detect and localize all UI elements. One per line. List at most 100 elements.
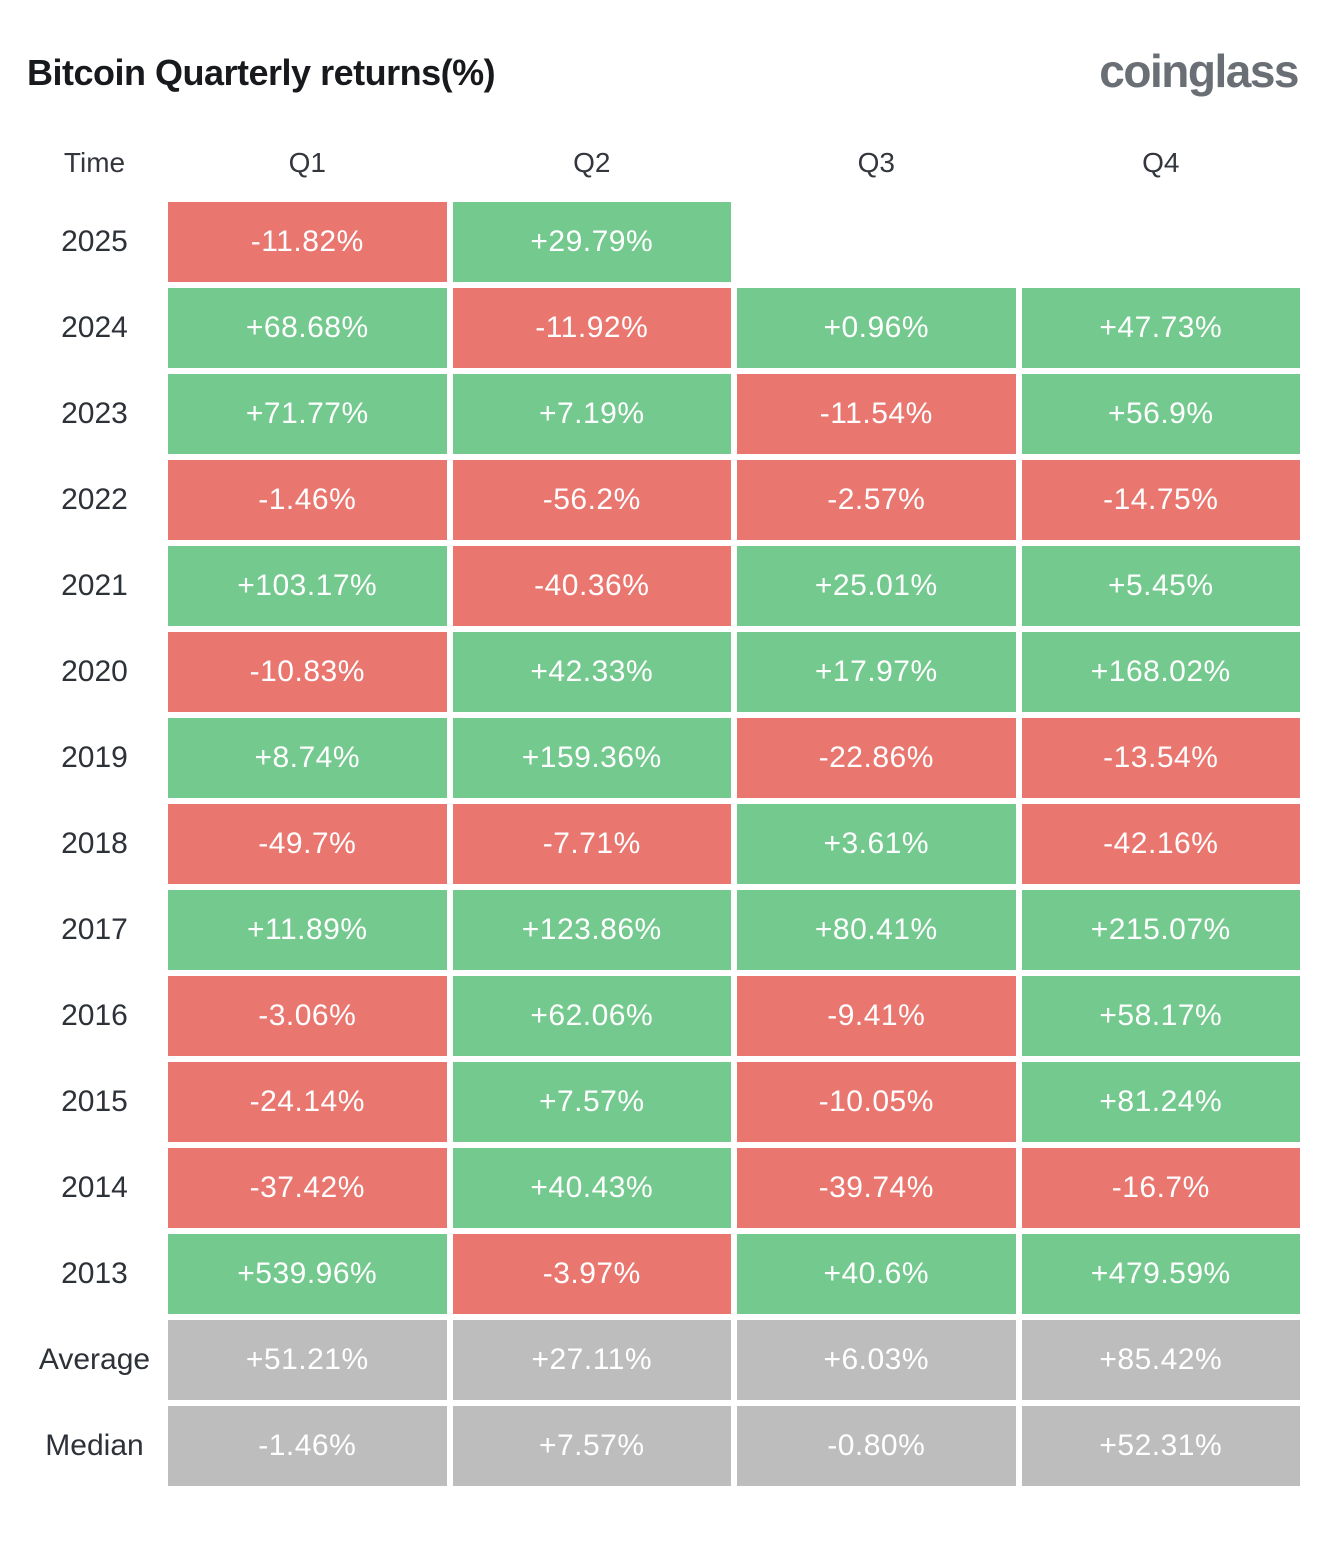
return-cell: -10.83% [168, 632, 447, 712]
row-label: 2025 [61, 225, 128, 258]
table-row: 2024 +68.68% -11.92% +0.96% +47.73% [27, 288, 1300, 368]
return-cell: +25.01% [737, 546, 1016, 626]
return-cell: -13.54% [1021, 718, 1300, 798]
row-label: 2017 [61, 913, 128, 946]
empty-cell [1022, 202, 1301, 282]
returns-table: Time Q1 Q2 Q3 Q4 2025 -11.82% +29.79% 2024 +68.6… [27, 142, 1300, 1486]
return-cell: -2.57% [737, 460, 1016, 540]
row-label: Median [45, 1429, 144, 1462]
row-label: Average [38, 1343, 151, 1376]
column-header-time: Time [63, 147, 126, 178]
return-cell: +159.36% [452, 718, 731, 798]
column-header-q3: Q3 [857, 147, 895, 178]
column-header-q4: Q4 [1142, 147, 1180, 178]
return-cell: +27.11% [452, 1320, 731, 1400]
column-header-q1: Q1 [288, 147, 326, 178]
return-cell: +71.77% [168, 374, 447, 454]
return-cell: -7.71% [452, 804, 731, 884]
table-row: Median -1.46% +7.57% -0.80% +52.31% [27, 1406, 1300, 1486]
table-row: 2016 -3.06% +62.06% -9.41% +58.17% [27, 976, 1300, 1056]
table-row: 2017 +11.89% +123.86% +80.41% +215.07% [27, 890, 1300, 970]
return-cell: +68.68% [168, 288, 447, 368]
return-cell: +85.42% [1021, 1320, 1300, 1400]
table-row: 2022 -1.46% -56.2% -2.57% -14.75% [27, 460, 1300, 540]
return-cell: +51.21% [168, 1320, 447, 1400]
coinglass-logo: coinglass [1099, 45, 1299, 97]
return-cell: +103.17% [168, 546, 447, 626]
return-cell: -16.7% [1021, 1148, 1300, 1228]
table-row: 2019 +8.74% +159.36% -22.86% -13.54% [27, 718, 1300, 798]
return-cell: -10.05% [737, 1062, 1016, 1142]
return-cell: -40.36% [452, 546, 731, 626]
return-cell: -49.7% [168, 804, 447, 884]
return-cell: +6.03% [737, 1320, 1016, 1400]
row-label: 2020 [61, 655, 128, 688]
return-cell: +58.17% [1021, 976, 1300, 1056]
empty-cell [737, 202, 1016, 282]
return-cell: +0.96% [737, 288, 1016, 368]
return-cell: +29.79% [452, 202, 731, 282]
table-row: 2023 +71.77% +7.19% -11.54% +56.9% [27, 374, 1300, 454]
return-cell: -11.92% [452, 288, 731, 368]
table-row: 2025 -11.82% +29.79% [27, 202, 1300, 282]
row-label: 2014 [61, 1171, 128, 1204]
table-row: 2020 -10.83% +42.33% +17.97% +168.02% [27, 632, 1300, 712]
table-row: 2014 -37.42% +40.43% -39.74% -16.7% [27, 1148, 1300, 1228]
return-cell: -22.86% [737, 718, 1016, 798]
return-cell: +539.96% [168, 1234, 447, 1314]
return-cell: +123.86% [452, 890, 731, 970]
return-cell: -11.82% [168, 202, 447, 282]
return-cell: -1.46% [168, 1406, 447, 1486]
return-cell: +56.9% [1021, 374, 1300, 454]
return-cell: -0.80% [737, 1406, 1016, 1486]
return-cell: +40.43% [452, 1148, 731, 1228]
table-body: 2025 -11.82% +29.79% 2024 +68.68% -11.92% +0.9… [27, 202, 1300, 1486]
table-row: 2021 +103.17% -40.36% +25.01% +5.45% [27, 546, 1300, 626]
topbar: Bitcoin Quarterly returns(%) coinglass [0, 0, 1332, 94]
row-label: 2024 [61, 311, 128, 344]
table-header-row: Time Q1 Q2 Q3 Q4 [27, 142, 1300, 184]
return-cell: +479.59% [1021, 1234, 1300, 1314]
return-cell: +42.33% [452, 632, 731, 712]
return-cell: -39.74% [737, 1148, 1016, 1228]
return-cell: +47.73% [1021, 288, 1300, 368]
return-cell: +7.57% [452, 1062, 731, 1142]
return-cell: -11.54% [737, 374, 1016, 454]
return-cell: +52.31% [1021, 1406, 1300, 1486]
return-cell: +7.19% [452, 374, 731, 454]
return-cell: +168.02% [1021, 632, 1300, 712]
return-cell: -37.42% [168, 1148, 447, 1228]
return-cell: +11.89% [168, 890, 447, 970]
table-row: 2015 -24.14% +7.57% -10.05% +81.24% [27, 1062, 1300, 1142]
row-label: 2015 [61, 1085, 128, 1118]
row-label: 2022 [61, 483, 128, 516]
return-cell: +40.6% [737, 1234, 1016, 1314]
row-label: 2023 [61, 397, 128, 430]
row-label: 2013 [61, 1257, 128, 1290]
column-header-q2: Q2 [573, 147, 611, 178]
return-cell: +8.74% [168, 718, 447, 798]
return-cell: -3.06% [168, 976, 447, 1056]
return-cell: +81.24% [1021, 1062, 1300, 1142]
return-cell: +7.57% [452, 1406, 731, 1486]
return-cell: +17.97% [737, 632, 1016, 712]
page-title: Bitcoin Quarterly returns(%) [27, 52, 496, 93]
table-row: 2013 +539.96% -3.97% +40.6% +479.59% [27, 1234, 1300, 1314]
return-cell: -14.75% [1021, 460, 1300, 540]
return-cell: +3.61% [737, 804, 1016, 884]
row-label: 2019 [61, 741, 128, 774]
return-cell: +62.06% [452, 976, 731, 1056]
table-row: 2018 -49.7% -7.71% +3.61% -42.16% [27, 804, 1300, 884]
return-cell: -24.14% [168, 1062, 447, 1142]
row-label: 2016 [61, 999, 128, 1032]
return-cell: +215.07% [1021, 890, 1300, 970]
row-label: 2018 [61, 827, 128, 860]
table-row: Average +51.21% +27.11% +6.03% +85.42% [27, 1320, 1300, 1400]
return-cell: +5.45% [1021, 546, 1300, 626]
return-cell: -42.16% [1021, 804, 1300, 884]
return-cell: -56.2% [452, 460, 731, 540]
return-cell: -9.41% [737, 976, 1016, 1056]
return-cell: -1.46% [168, 460, 447, 540]
return-cell: -3.97% [452, 1234, 731, 1314]
